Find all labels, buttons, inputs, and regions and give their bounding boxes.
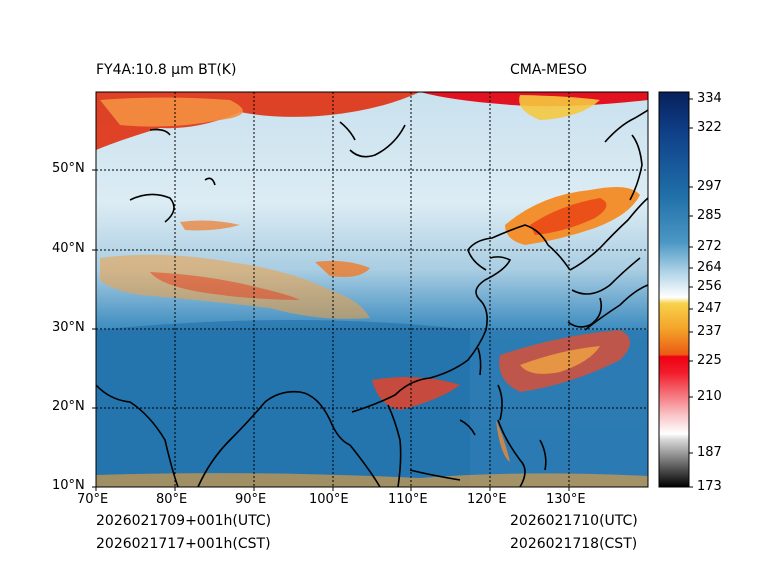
- lon-label-130e: 130°E: [546, 492, 586, 507]
- model-name: CMA-MESO: [510, 62, 588, 78]
- map-frame: [95, 91, 649, 488]
- axis-ticks: [92, 169, 570, 491]
- lat-label-40n: 40°N: [52, 241, 85, 256]
- colorbar-label: 225: [697, 353, 722, 368]
- colorbar-label: 285: [697, 208, 722, 223]
- colorbar-label: 187: [697, 445, 722, 460]
- colorbar-label: 272: [697, 239, 722, 254]
- colorbar-label: 264: [697, 260, 722, 275]
- colorbar-label: 247: [697, 301, 722, 316]
- coastlines: [96, 109, 648, 487]
- lat-label-50n: 50°N: [52, 161, 85, 176]
- lat-label-30n: 30°N: [52, 320, 85, 335]
- colorbar-ticks: [689, 98, 693, 488]
- lon-label-100e: 100°E: [309, 492, 349, 507]
- gridlines: [96, 92, 648, 487]
- south-cloud: [372, 376, 460, 410]
- colorbar-label: 256: [697, 279, 722, 294]
- colorbar-label: 334: [697, 91, 722, 106]
- init-time-cst: 2026021717+001h(CST): [96, 536, 271, 552]
- colorbar-label: 173: [697, 479, 722, 494]
- colorbar-label: 297: [697, 179, 722, 194]
- valid-time-cst: 2026021718(CST): [510, 536, 638, 552]
- colorbar-label: 237: [697, 324, 722, 339]
- lon-label-70e: 70°E: [77, 492, 109, 507]
- colorbar-label: 322: [697, 120, 722, 135]
- lat-label-20n: 20°N: [52, 399, 85, 414]
- product-title: FY4A:10.8 µm BT(K): [96, 62, 237, 78]
- init-time-utc: 2026021709+001h(UTC): [96, 513, 272, 529]
- colorbar: [658, 91, 690, 488]
- valid-time-utc: 2026021710(UTC): [510, 513, 638, 529]
- lon-label-110e: 110°E: [388, 492, 428, 507]
- colorbar-label: 210: [697, 389, 722, 404]
- lon-label-120e: 120°E: [467, 492, 507, 507]
- lon-label-90e: 90°E: [235, 492, 267, 507]
- lat-label-10n: 10°N: [52, 478, 85, 493]
- lon-label-80e: 80°E: [156, 492, 188, 507]
- map-area: [96, 92, 648, 487]
